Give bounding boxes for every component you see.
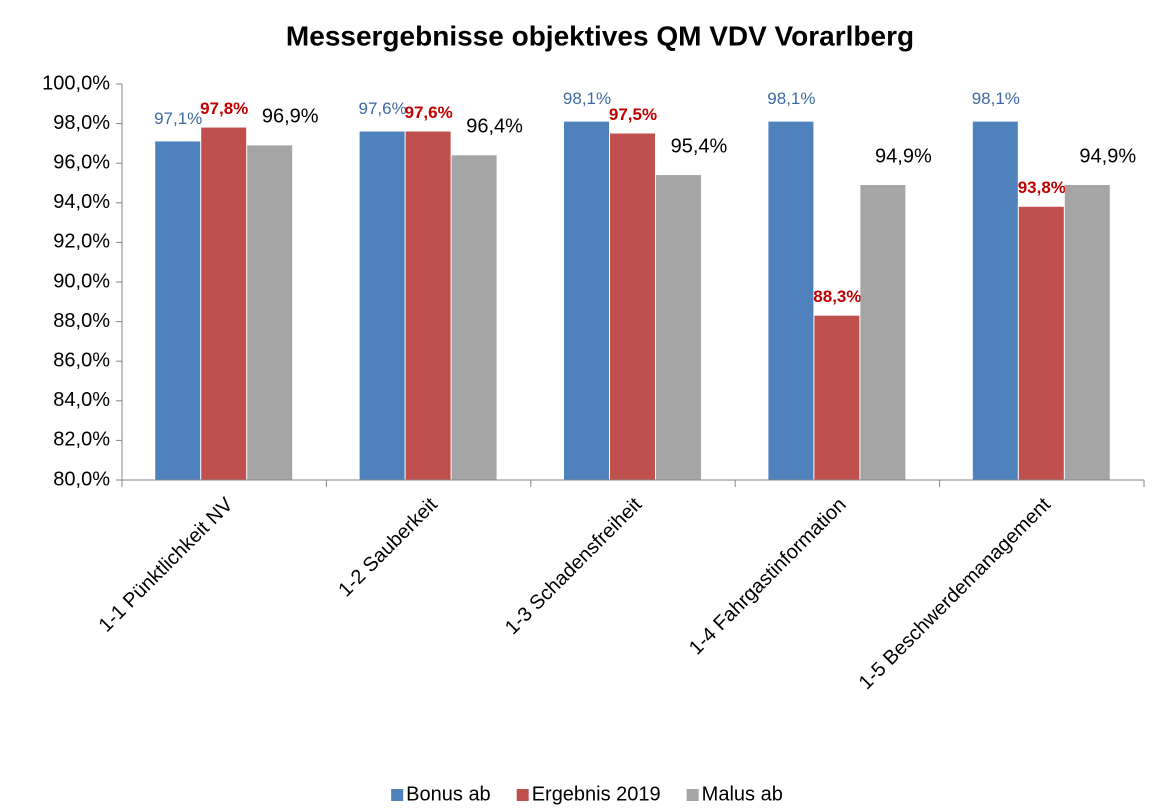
bar bbox=[201, 127, 247, 480]
data-label: 97,6% bbox=[404, 103, 452, 122]
x-tick-label: 1-3 Schadensfreiheit bbox=[501, 493, 647, 639]
legend-swatch bbox=[516, 789, 529, 801]
y-tick-label: 98,0% bbox=[53, 112, 110, 134]
bar bbox=[972, 121, 1018, 481]
y-tick-label: 82,0% bbox=[53, 429, 110, 451]
data-label: 98,1% bbox=[767, 89, 815, 108]
data-label: 97,8% bbox=[200, 99, 248, 118]
data-label: 97,6% bbox=[359, 99, 407, 118]
bar bbox=[610, 133, 655, 480]
y-tick-label: 100,0% bbox=[42, 72, 110, 94]
y-tick-label: 94,0% bbox=[53, 191, 110, 213]
data-label: 96,9% bbox=[262, 106, 319, 128]
x-tick-label: 1-5 Beschwerdemanagement bbox=[855, 493, 1056, 694]
data-label: 98,1% bbox=[563, 89, 611, 108]
chart-title: Messergebnisse objektives QM VDV Vorarlb… bbox=[286, 20, 914, 51]
x-tick-label: 1-4 Fahrgastinformation bbox=[685, 494, 851, 660]
y-tick-label: 86,0% bbox=[53, 349, 110, 371]
data-label: 96,4% bbox=[466, 116, 523, 138]
bar bbox=[247, 145, 293, 480]
data-label: 94,9% bbox=[1079, 145, 1136, 167]
y-tick-label: 96,0% bbox=[53, 151, 110, 173]
bar bbox=[1064, 184, 1110, 481]
legend-swatch bbox=[391, 789, 404, 801]
data-label: 97,5% bbox=[609, 105, 657, 124]
legend-label: Bonus ab bbox=[406, 783, 491, 805]
data-label: 93,8% bbox=[1018, 178, 1066, 197]
y-tick-label: 84,0% bbox=[53, 389, 110, 411]
data-label: 88,3% bbox=[813, 287, 861, 306]
bar bbox=[655, 175, 701, 480]
bar bbox=[814, 315, 860, 480]
legend-label: Ergebnis 2019 bbox=[532, 783, 661, 805]
y-tick-label: 90,0% bbox=[53, 270, 110, 292]
bar bbox=[405, 131, 451, 480]
bar bbox=[860, 184, 906, 481]
legend-swatch bbox=[686, 789, 699, 801]
x-tick-label: 1-1 Pünktlichkeit NV bbox=[95, 493, 238, 636]
bar bbox=[768, 121, 814, 481]
y-tick-label: 88,0% bbox=[53, 310, 110, 332]
data-label: 95,4% bbox=[671, 135, 728, 157]
bar bbox=[1018, 206, 1064, 480]
data-label: 94,9% bbox=[875, 145, 932, 167]
x-tick-label: 1-2 Sauberkeit bbox=[334, 493, 442, 601]
data-label: 97,1% bbox=[154, 109, 202, 128]
y-tick-label: 80,0% bbox=[53, 468, 110, 490]
bar bbox=[155, 141, 201, 481]
bar bbox=[564, 121, 610, 481]
data-label: 98,1% bbox=[972, 89, 1020, 108]
bar bbox=[359, 131, 405, 480]
y-tick-label: 92,0% bbox=[53, 231, 110, 253]
legend-label: Malus ab bbox=[702, 783, 783, 805]
bar bbox=[451, 155, 497, 480]
